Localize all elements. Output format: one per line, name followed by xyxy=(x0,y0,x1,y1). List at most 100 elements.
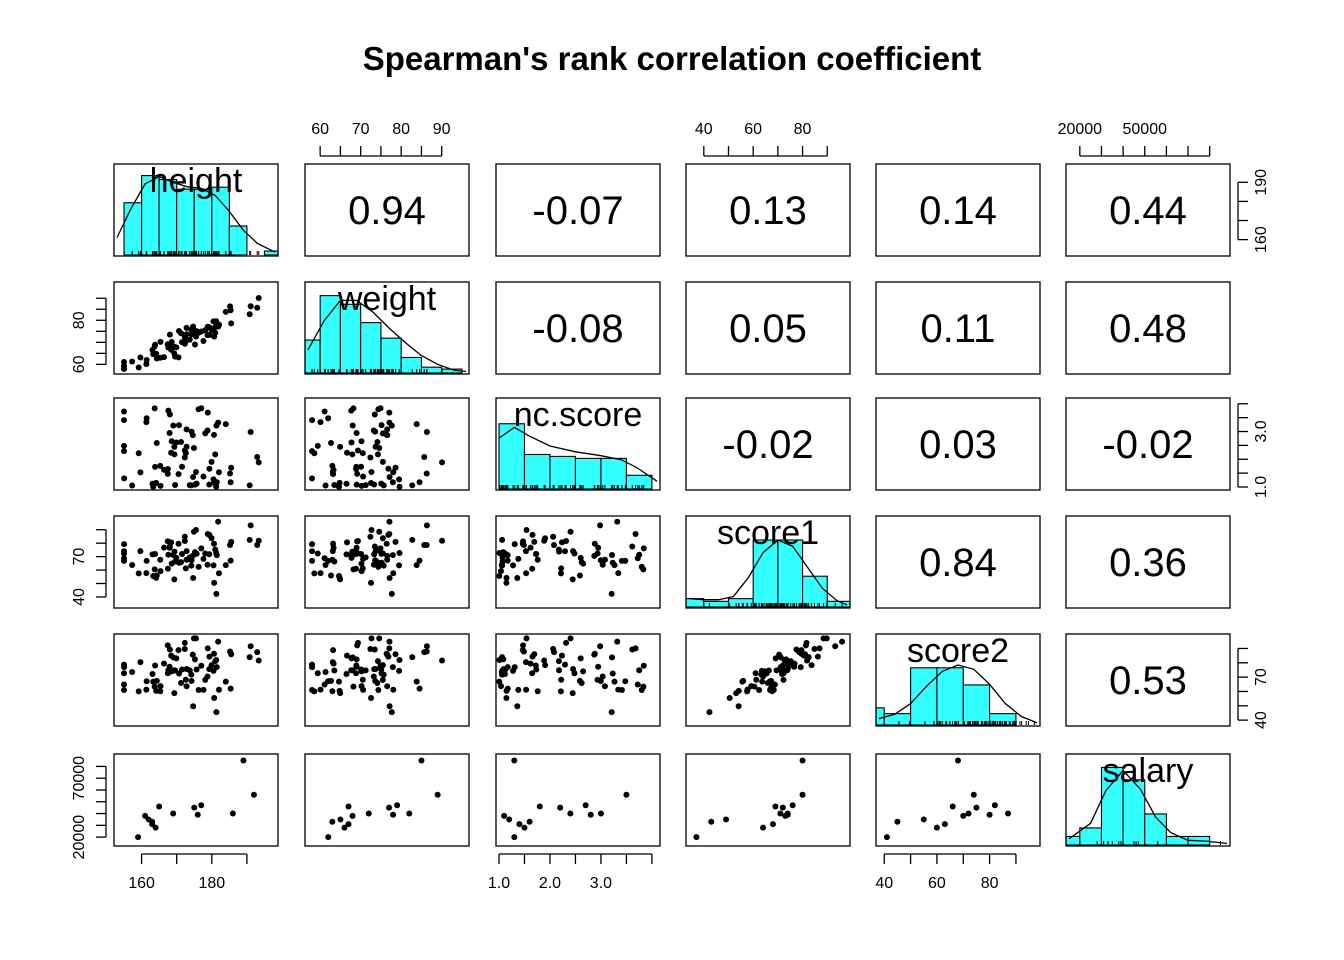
scatter-point xyxy=(511,541,518,548)
scatter-point xyxy=(189,651,196,658)
scatter-point xyxy=(204,561,211,568)
scatter-point xyxy=(503,687,510,694)
panel-salary-nc-score xyxy=(495,753,661,847)
scatter-point xyxy=(597,522,604,529)
scatter-point xyxy=(784,810,791,817)
scatter-point xyxy=(121,408,128,415)
panel-frame xyxy=(685,633,851,727)
scatter-point xyxy=(208,458,215,465)
scatter-point xyxy=(166,430,173,437)
scatter-point xyxy=(129,562,136,569)
scatter-point xyxy=(164,465,171,472)
scatter-point xyxy=(178,438,185,445)
scatter-point xyxy=(153,439,160,446)
tick-label: 70 xyxy=(1253,668,1270,686)
scatter-point xyxy=(175,354,182,361)
scatter-point xyxy=(396,562,403,569)
hist-bar-height xyxy=(228,225,248,256)
scatter-point xyxy=(222,308,229,315)
scatter-point xyxy=(816,645,823,652)
scatter-point xyxy=(166,544,173,551)
panel-salary-weight xyxy=(304,753,470,847)
scatter-point xyxy=(188,428,195,435)
scatter-point xyxy=(329,818,336,825)
hist-bar-nc-score xyxy=(549,455,577,490)
scatter-point xyxy=(191,341,198,348)
corr-value-height-nc-score: -0.07 xyxy=(532,189,623,233)
scatter-point xyxy=(706,709,713,716)
scatter-point xyxy=(149,551,156,558)
scatter-point xyxy=(563,538,570,545)
scatter-point xyxy=(955,757,961,764)
scatter-point xyxy=(317,570,324,577)
panel-score2-salary: 0.53 xyxy=(1065,633,1231,727)
scatter-point xyxy=(799,791,806,798)
scatter-point xyxy=(632,530,639,537)
scatter-point xyxy=(321,555,328,562)
scatter-point xyxy=(329,688,336,695)
panel-score1-height xyxy=(113,515,279,609)
scatter-point xyxy=(561,661,568,668)
scatter-point xyxy=(392,464,399,471)
panel-salary-score2 xyxy=(875,753,1041,847)
panel-frame xyxy=(495,633,661,727)
scatter-point xyxy=(143,686,150,693)
tick-label: 70000 xyxy=(71,756,88,801)
density-curve-height xyxy=(116,175,276,253)
panel-score2-weight xyxy=(304,633,470,727)
scatter-point xyxy=(496,678,503,685)
scatter-point xyxy=(569,576,576,583)
scatter-point xyxy=(175,647,182,654)
scatter-point xyxy=(166,331,173,338)
scatter-point xyxy=(609,552,616,559)
scatter-point xyxy=(386,645,393,652)
scatter-point xyxy=(595,544,602,551)
tick-label: 80 xyxy=(392,121,410,138)
tick-label: 3.0 xyxy=(590,875,612,892)
scatter-point xyxy=(182,565,189,572)
density-curve-salary xyxy=(1068,769,1228,845)
scatter-point xyxy=(516,821,523,828)
corr-value-nc-score-score1: -0.02 xyxy=(722,423,813,467)
scatter-point xyxy=(254,454,261,461)
scatter-point xyxy=(137,548,144,555)
scatter-point xyxy=(362,667,369,674)
panel-nc-score-salary: -0.02 xyxy=(1065,397,1231,491)
tick-label: 160 xyxy=(128,875,155,892)
scatter-point xyxy=(622,678,629,685)
panel-score1-score2: 0.84 xyxy=(875,515,1041,609)
scatter-point xyxy=(615,570,622,577)
scatter-point xyxy=(157,462,164,469)
scatter-point xyxy=(768,678,775,685)
panel-frame xyxy=(495,397,661,491)
scatter-point xyxy=(386,638,393,645)
scatter-point xyxy=(497,683,504,690)
scatter-point xyxy=(152,662,159,669)
tick-label: 90 xyxy=(433,121,451,138)
scatter-point xyxy=(611,562,618,569)
scatter-point xyxy=(394,802,401,809)
scatter-point xyxy=(171,667,178,674)
scatter-point xyxy=(386,703,393,710)
scatter-point xyxy=(519,647,526,654)
scatter-point xyxy=(229,810,236,817)
scatter-point xyxy=(246,311,253,318)
scatter-point xyxy=(629,543,636,550)
scatter-point xyxy=(776,651,783,658)
scatter-point xyxy=(375,406,382,413)
scatter-point xyxy=(386,419,393,426)
panel-frame xyxy=(304,633,470,727)
chart-title: Spearman's rank correlation coefficient xyxy=(363,40,982,77)
scatter-point xyxy=(178,330,185,337)
scatter-point xyxy=(210,318,217,325)
scatter-point xyxy=(181,447,188,454)
scatter-point xyxy=(135,834,142,841)
scatter-point xyxy=(735,703,742,710)
scatter-point xyxy=(337,816,344,823)
scatter-point xyxy=(129,482,136,489)
hist-bar-nc-score xyxy=(600,457,627,490)
panel-score2-nc-score xyxy=(495,633,661,727)
scatter-point xyxy=(358,560,365,567)
scatter-point xyxy=(800,652,807,659)
hist-bar-salary xyxy=(1079,827,1103,846)
